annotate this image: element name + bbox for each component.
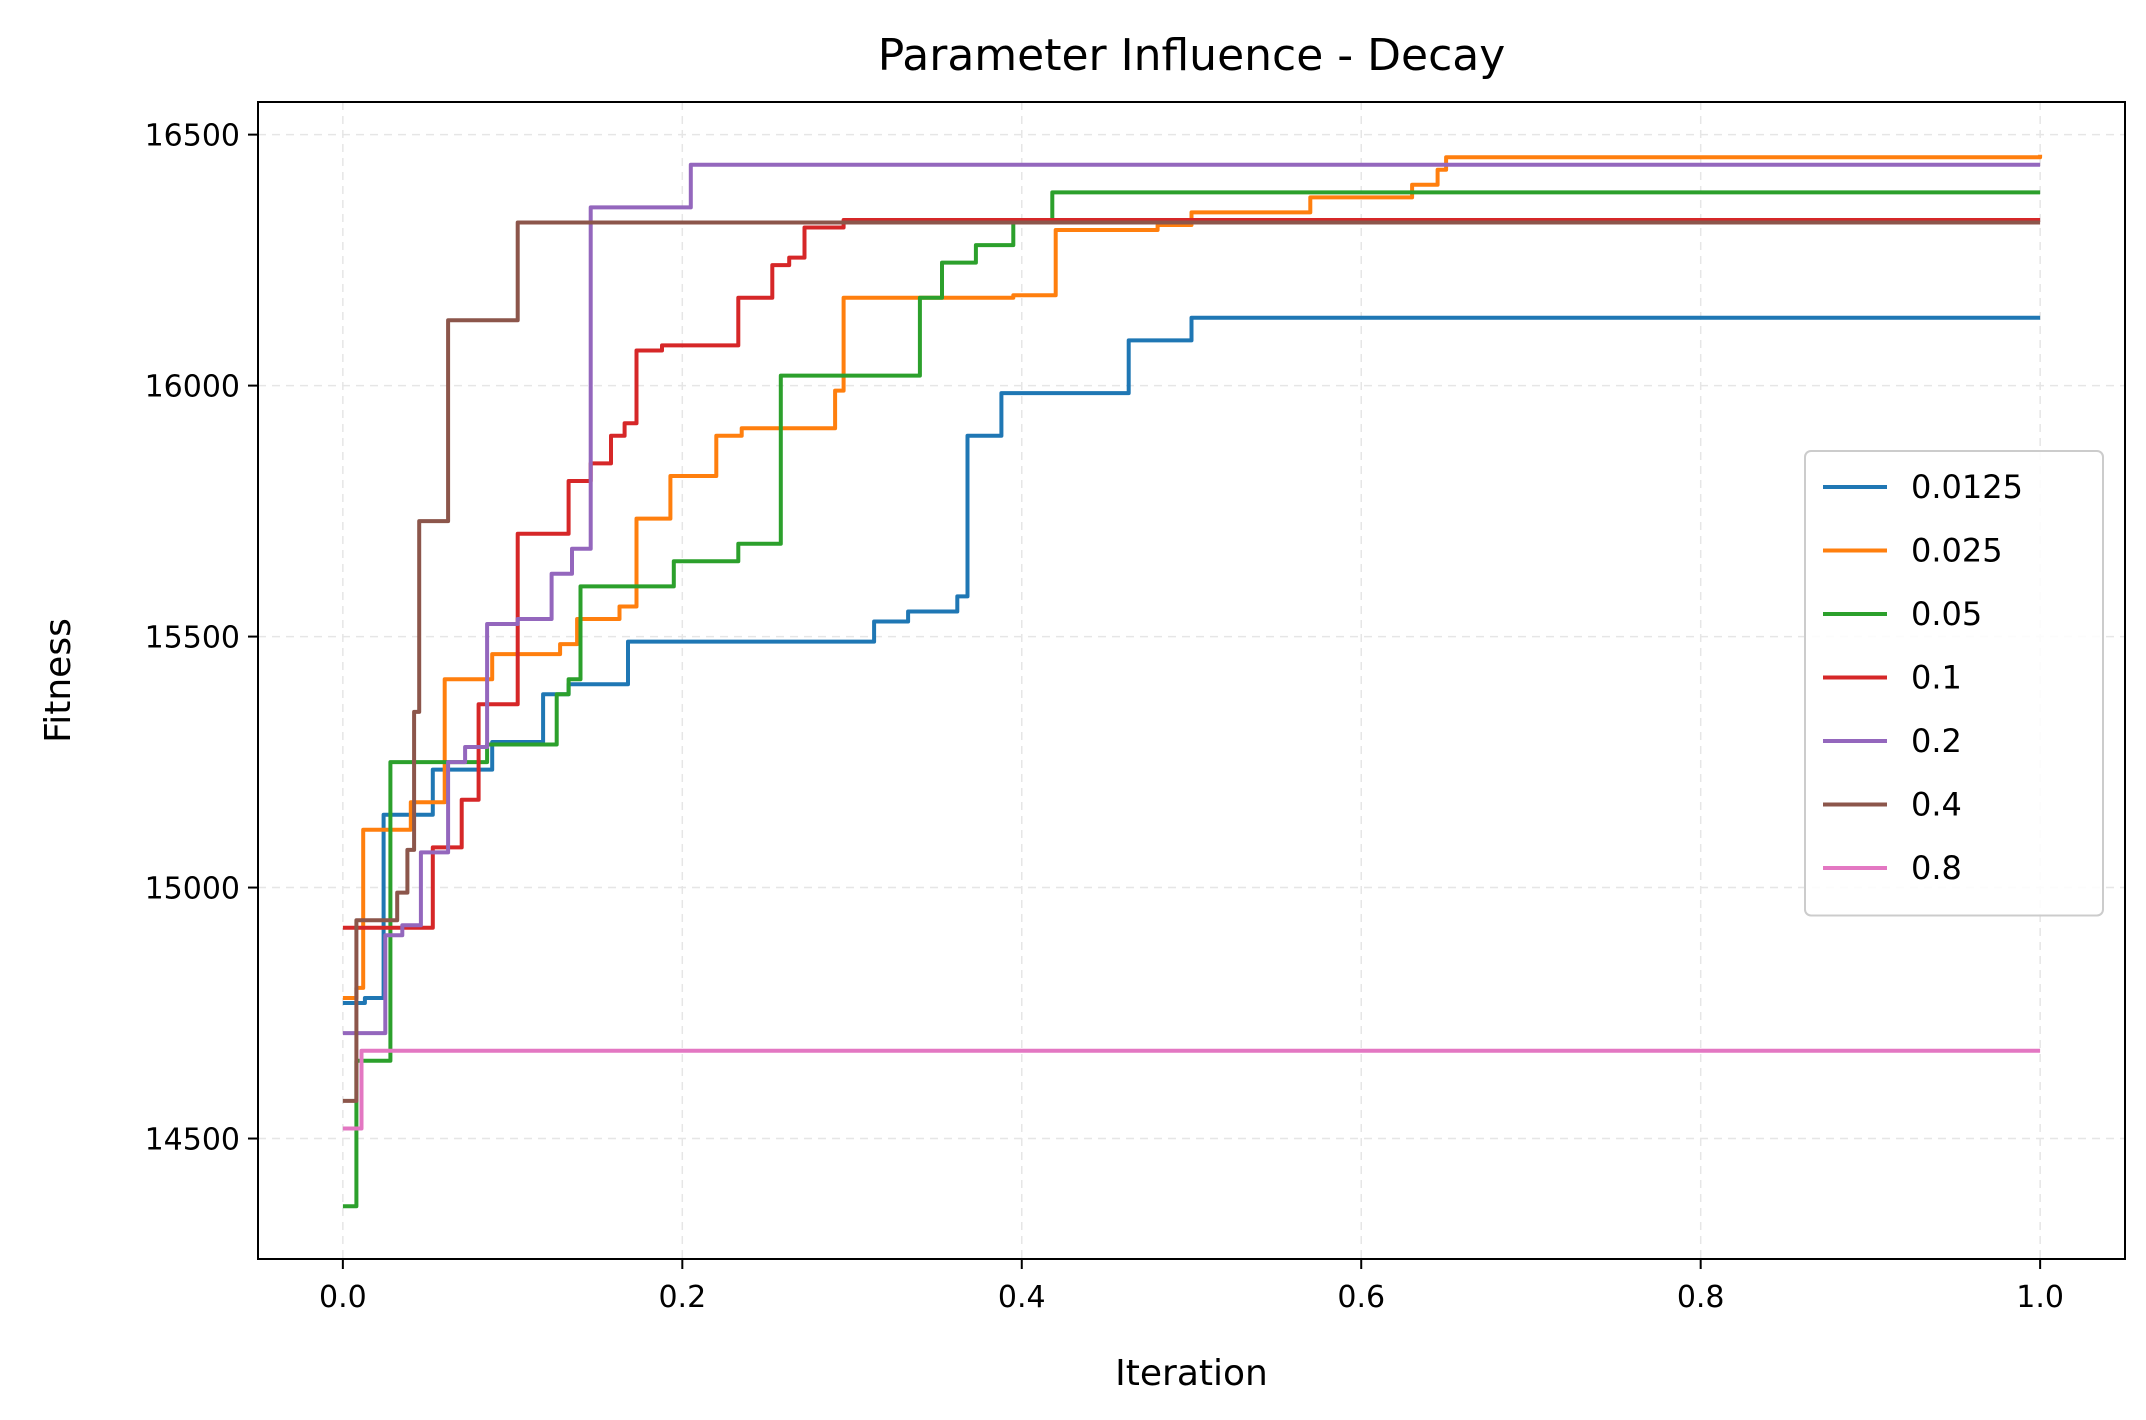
- y-axis-label: Fitness: [38, 618, 79, 743]
- y-axis-ticks: 14500 15000 15500 16000 16500: [145, 119, 258, 1158]
- series-line-0.1: [342, 218, 2041, 930]
- legend-label: 0.1: [1911, 659, 1962, 697]
- x-tick-label: 0.6: [1337, 1280, 1385, 1315]
- series-line-0.8: [342, 1048, 2041, 1131]
- legend-label: 0.8: [1911, 849, 1962, 887]
- legend-label: 0.4: [1911, 786, 1962, 824]
- legend-label: 0.2: [1911, 722, 1962, 760]
- legend-label: 0.05: [1911, 595, 1982, 633]
- series-lines: [342, 154, 2043, 1209]
- x-tick-label: 0.0: [319, 1280, 367, 1315]
- legend: 0.0125 0.025 0.05 0.1 0.2 0.4 0.8: [1804, 450, 2104, 917]
- x-tick-label: 1.0: [2016, 1280, 2064, 1315]
- chart-title: Parameter Influence - Decay: [878, 30, 1506, 81]
- legend-label: 0.0125: [1911, 468, 2023, 506]
- x-axis-label: Iteration: [1115, 1353, 1268, 1394]
- series-line-0.4: [342, 220, 2041, 1103]
- legend-box: [1804, 450, 2104, 917]
- legend-label: 0.025: [1911, 532, 2003, 570]
- series-line-0.2: [342, 162, 2041, 1036]
- y-tick-label: 16000: [145, 370, 240, 405]
- x-tick-label: 0.2: [658, 1280, 706, 1315]
- y-tick-label: 14500: [145, 1123, 240, 1158]
- series-line-0.0125: [342, 315, 2041, 1005]
- y-tick-label: 15000: [145, 872, 240, 907]
- plot-area-frame: [257, 101, 2126, 1260]
- x-tick-label: 0.4: [998, 1280, 1046, 1315]
- x-axis-ticks: 0.0 0.2 0.4 0.6 0.8 1.0: [319, 1259, 2064, 1315]
- x-tick-label: 0.8: [1677, 1280, 1725, 1315]
- y-tick-label: 15500: [145, 621, 240, 656]
- series-line-0.05: [342, 190, 2041, 1209]
- y-tick-label: 16500: [145, 119, 240, 154]
- series-line-0.025: [342, 154, 2043, 1000]
